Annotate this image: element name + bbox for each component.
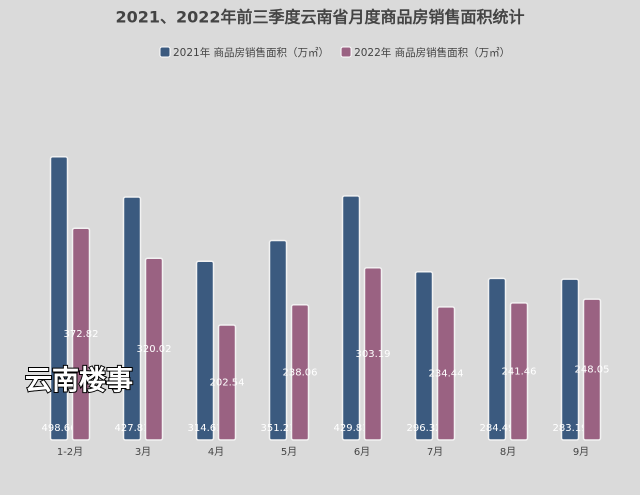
bar [71,227,91,441]
bar [560,278,580,441]
x-tick-label: 1-2月 [57,446,83,458]
x-tick-label: 7月 [427,446,443,458]
data-label: 498.66 [42,423,77,434]
watermark: 云南楼事 [25,366,133,397]
bar [217,324,237,441]
chart-title: 2021、2022年前三季度云南省月度商品房销售面积统计 [115,8,524,27]
data-label: 283.19 [553,423,588,434]
data-label: 202.54 [210,377,245,388]
bar [582,298,602,441]
bar [195,260,215,441]
data-label: 234.44 [429,368,464,379]
x-tick-label: 9月 [573,446,589,458]
bar [268,239,288,441]
data-label: 351.21 [261,423,296,434]
legend-label: 2022年 商品房销售面积（万㎡） [354,46,510,59]
data-label: 248.05 [575,365,610,376]
data-label: 372.82 [64,329,99,340]
data-label: 238.06 [283,367,318,378]
bar [144,257,164,441]
data-label: 314.61 [188,423,223,434]
bar [290,304,310,441]
bar [414,270,434,441]
legend-swatch [340,46,352,58]
x-tick-label: 8月 [500,446,516,458]
x-tick-label: 3月 [135,446,151,458]
data-label: 427.81 [115,423,150,434]
bar [487,277,507,441]
bar [341,195,361,441]
legend-swatch [159,46,171,58]
data-label: 429.81 [334,423,369,434]
data-label: 303.19 [356,349,391,360]
data-label: 241.46 [502,366,537,377]
data-label: 320.02 [137,344,172,355]
bar [509,302,529,441]
plot: 2021年 商品房销售面积（万㎡） 2022年 商品房销售面积（万㎡） 1-2月 49… [42,46,610,458]
data-label: 296.32 [407,423,442,434]
x-tick-label: 4月 [208,446,224,458]
bar [363,267,383,441]
bar [49,156,69,441]
bar [122,196,142,441]
legend-label: 2021年 商品房销售面积（万㎡） [173,46,329,59]
data-label: 284.49 [480,423,515,434]
bar [436,306,456,441]
x-tick-label: 6月 [354,446,370,458]
x-tick-label: 5月 [281,446,297,458]
